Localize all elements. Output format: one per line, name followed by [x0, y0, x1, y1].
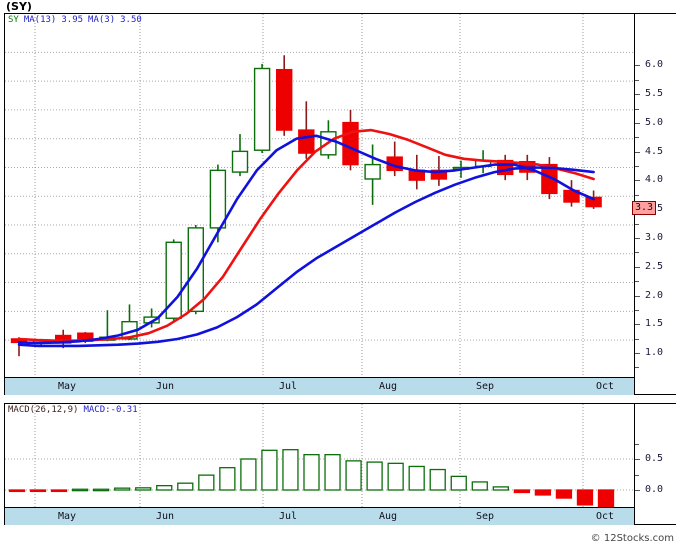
price-y-minor-tick [635, 223, 639, 225]
price-y-tick [635, 65, 640, 67]
macd-histogram-svg [5, 404, 634, 510]
price-y-tick [635, 122, 640, 124]
macd-y-tick-label: 0.0 [645, 484, 664, 495]
price-y-minor-tick [635, 108, 639, 110]
price-y-minor-tick [635, 281, 639, 283]
month-label-jun: Jun [155, 381, 175, 392]
price-y-tick-label: 1.0 [645, 347, 664, 359]
legend-ma-short-value: 3.50 [120, 15, 142, 25]
page-title: (SY) [6, 0, 32, 13]
price-y-minor-tick [635, 338, 639, 340]
price-y-tick-label: 1.5 [645, 318, 664, 330]
month-label-sep: Sep [475, 381, 495, 392]
macd-y-tick [635, 459, 640, 460]
month-label-may: May [57, 511, 77, 522]
price-month-axis: May Jun Jul Aug Sep Oct [5, 377, 634, 395]
price-y-tick [635, 295, 640, 297]
price-y-minor-tick [635, 79, 639, 81]
macd-legend-label: MACD(26,12,9) [8, 405, 79, 415]
month-label-sep: Sep [475, 511, 495, 522]
price-y-tick-label: 5.5 [645, 88, 664, 100]
price-legend: SY MA(13) 3.95 MA(3) 3.50 [8, 15, 142, 26]
macd-chart-panel: MACD(26,12,9) MACD:-0.31 May Jun Jul Aug Sep O… [4, 403, 677, 525]
macd-y-tick [635, 490, 640, 491]
watermark: © 12Stocks.com [590, 533, 674, 544]
price-y-tick [635, 324, 640, 326]
month-label-jun: Jun [155, 511, 175, 522]
price-y-tick [635, 151, 640, 153]
macd-y-minor-tick [635, 474, 639, 476]
month-label-jul: Jul [278, 381, 298, 392]
price-y-tick-label: 6.0 [645, 59, 664, 71]
price-y-tick-label: 2.0 [645, 289, 664, 301]
price-y-minor-tick [635, 194, 639, 196]
month-label-jul: Jul [278, 511, 298, 522]
price-y-tick-label: 2.5 [645, 260, 664, 272]
price-y-tick-label: 3.0 [645, 232, 664, 244]
macd-y-minor-tick [635, 443, 639, 445]
month-label-aug: Aug [378, 381, 398, 392]
price-y-minor-tick [635, 166, 639, 168]
price-y-tick-label: 5.0 [645, 116, 664, 128]
last-price-tag: 3.3 [632, 200, 657, 215]
month-label-oct: Oct [595, 381, 615, 392]
price-y-tick [635, 353, 640, 355]
price-y-tick [635, 180, 640, 182]
price-y-minor-tick [635, 137, 639, 139]
legend-ma-short-label: MA(3) [88, 15, 116, 25]
price-candlestick-svg [5, 14, 634, 377]
month-label-may: May [57, 381, 77, 392]
macd-y-axis: 0.5 0.0 [634, 404, 677, 524]
month-label-aug: Aug [378, 511, 398, 522]
macd-month-axis: May Jun Jul Aug Sep Oct [5, 507, 634, 525]
legend-symbol: SY [8, 15, 19, 25]
price-chart-panel: SY MA(13) 3.95 MA(3) 3.50 May Jun Jul Aug Sep Oct… [4, 13, 677, 395]
month-label-oct: Oct [595, 511, 615, 522]
macd-legend: MACD(26,12,9) MACD:-0.31 [8, 405, 138, 416]
price-plot-area [5, 14, 634, 394]
legend-ma-long-label: MA(13) [23, 15, 57, 25]
macd-plot-area [5, 404, 634, 524]
price-y-minor-tick [635, 252, 639, 254]
price-y-tick-label: 4.5 [645, 145, 664, 157]
legend-ma-long-value: 3.95 [61, 15, 84, 25]
price-y-tick [635, 238, 640, 240]
price-y-tick-label: 4.0 [645, 174, 664, 186]
price-y-minor-tick [635, 367, 639, 369]
price-y-minor-tick [635, 309, 639, 311]
macd-legend-value: MACD:-0.31 [83, 405, 138, 415]
macd-y-tick-label: 0.5 [645, 453, 664, 464]
price-y-tick [635, 266, 640, 268]
price-y-tick [635, 94, 640, 96]
